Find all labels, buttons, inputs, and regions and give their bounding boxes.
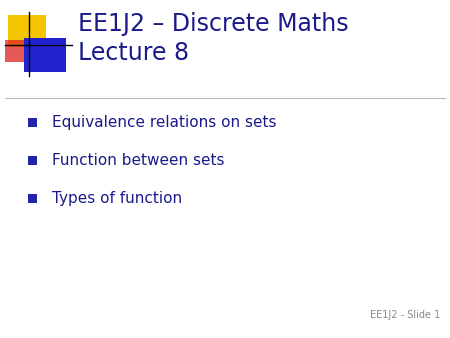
Bar [28, 194, 37, 203]
Text: EE1J2 - Slide 1: EE1J2 - Slide 1 [370, 310, 440, 320]
Bar [8, 15, 46, 47]
Text: Equivalence relations on sets: Equivalence relations on sets [52, 115, 276, 130]
Bar [24, 38, 66, 72]
Bar [5, 40, 33, 62]
Bar [28, 118, 37, 127]
Bar [28, 156, 37, 165]
Text: EE1J2 – Discrete Maths
Lecture 8: EE1J2 – Discrete Maths Lecture 8 [78, 12, 349, 65]
Text: Types of function: Types of function [52, 191, 182, 206]
Text: Function between sets: Function between sets [52, 153, 225, 168]
